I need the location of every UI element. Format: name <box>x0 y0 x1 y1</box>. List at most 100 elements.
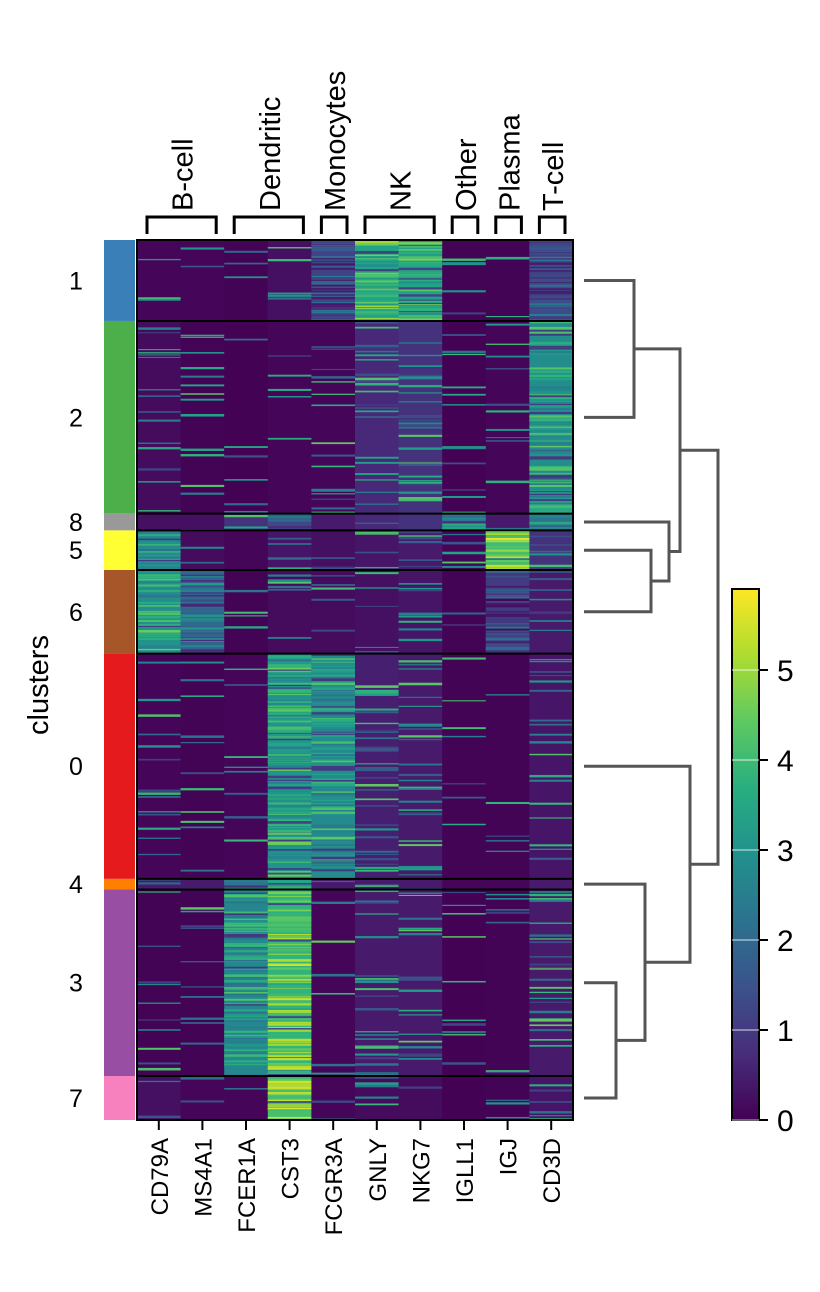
cell-stripe <box>137 645 182 649</box>
cell-stripe <box>224 626 269 629</box>
heatmap-block-0-FCER1A <box>224 653 269 879</box>
cell-stripe <box>529 432 574 435</box>
cell-stripe <box>180 772 225 775</box>
cell-stripe <box>267 786 312 790</box>
cell-stripe <box>267 993 312 996</box>
cell-stripe <box>311 294 356 296</box>
cell-stripe <box>137 258 182 261</box>
cell-stripe <box>224 589 269 593</box>
cell-stripe <box>529 741 574 743</box>
cell-stripe <box>311 304 356 307</box>
cell-stripe <box>398 315 443 317</box>
cell-stripe <box>529 295 574 297</box>
cell-stripe <box>311 790 356 793</box>
heatmap-block-4-IGJ <box>485 878 530 890</box>
heatmap-block-4-FCGR3A <box>311 878 356 890</box>
cell-stripe <box>529 415 574 418</box>
cell-stripe <box>267 1099 312 1102</box>
cell-stripe <box>267 881 312 883</box>
cell-stripe <box>224 615 269 617</box>
cell-stripe <box>267 1048 312 1051</box>
cell-stripe <box>311 685 356 688</box>
cell-stripe <box>529 1039 574 1041</box>
cell-stripe <box>529 509 574 512</box>
cell-stripe <box>311 766 356 769</box>
cell-stripe <box>398 287 443 290</box>
cell-stripe <box>485 631 530 634</box>
cell-stripe <box>442 551 487 555</box>
cell-stripe <box>267 259 312 262</box>
cell-stripe <box>267 557 312 560</box>
heatmap-block-5-CST3 <box>267 530 312 570</box>
colorbar-tick-label: 5 <box>777 655 794 688</box>
cell-stripe <box>398 415 443 417</box>
cell-stripe <box>311 376 356 379</box>
cell-stripe <box>398 302 443 305</box>
cell-stripe <box>137 745 182 748</box>
cell-stripe <box>311 290 356 294</box>
cell-stripe <box>137 548 182 552</box>
cell-stripe <box>529 341 574 345</box>
cell-stripe <box>311 694 356 697</box>
cell-stripe <box>267 801 312 804</box>
cell-stripe <box>485 595 530 597</box>
cell-stripe <box>311 298 356 300</box>
cell-stripe <box>267 657 312 659</box>
cell-stripe <box>355 863 400 866</box>
cell-stripe <box>529 269 574 273</box>
cell-stripe <box>442 1062 487 1065</box>
cell-stripe <box>180 679 225 682</box>
cell-stripe <box>529 660 574 663</box>
cell-stripe <box>355 280 400 283</box>
cell-stripe <box>529 417 574 419</box>
cell-stripe <box>398 278 443 280</box>
cluster-label-7: 7 <box>69 1085 83 1113</box>
cell-stripe <box>398 1058 443 1060</box>
cell-stripe <box>224 250 269 253</box>
cell-stripe <box>355 913 400 915</box>
cell-stripe <box>398 434 443 437</box>
cell-stripe <box>398 447 443 450</box>
cell-stripe <box>137 551 182 553</box>
cell-stripe <box>267 799 312 803</box>
cell-stripe <box>398 927 443 930</box>
cell-stripe <box>267 856 312 860</box>
cell-stripe <box>311 305 356 308</box>
cluster-color-4 <box>104 878 135 890</box>
cell-stripe <box>224 1064 269 1066</box>
cell-stripe <box>311 1063 356 1067</box>
cell-stripe <box>442 526 487 530</box>
cell-stripe <box>398 894 443 896</box>
cell-stripe <box>180 630 225 634</box>
cell-stripe <box>267 978 312 981</box>
cell-stripe <box>355 359 400 361</box>
cell-stripe <box>442 334 487 336</box>
cell-stripe <box>180 398 225 401</box>
cell-stripe <box>355 708 400 711</box>
cell-stripe <box>267 1107 312 1110</box>
cell-stripe <box>180 454 225 457</box>
cell-stripe <box>442 495 487 498</box>
cell-stripe <box>311 725 356 728</box>
cell-stripe <box>529 938 574 940</box>
cell-stripe <box>267 779 312 782</box>
cell-stripe <box>137 605 182 607</box>
cell-stripe <box>137 588 182 590</box>
cell-stripe <box>267 868 312 870</box>
cell-stripe <box>311 308 356 310</box>
gene-group-label: B-cell <box>168 138 200 211</box>
cell-stripe <box>180 614 225 617</box>
cell-stripe <box>355 479 400 481</box>
cell-stripe <box>224 912 269 915</box>
cell-stripe <box>311 454 356 457</box>
cell-stripe <box>398 300 443 303</box>
cell-stripe <box>267 916 312 919</box>
cell-stripe <box>355 853 400 855</box>
cell-stripe <box>442 541 487 545</box>
cell-stripe <box>529 419 574 422</box>
cell-stripe <box>267 292 312 295</box>
cell-stripe <box>485 428 530 431</box>
cell-stripe <box>529 254 574 257</box>
cell-stripe <box>355 373 400 377</box>
cell-stripe <box>355 1084 400 1088</box>
